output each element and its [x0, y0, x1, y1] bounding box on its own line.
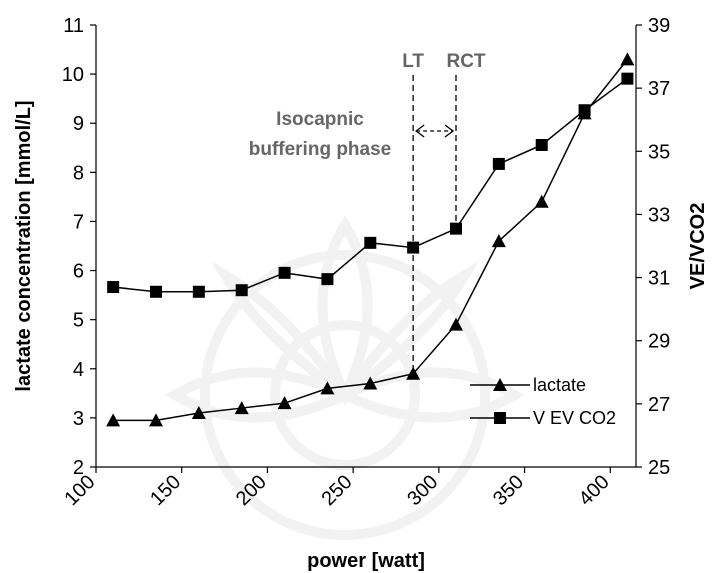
lactate-point — [149, 413, 163, 427]
legend-square-icon — [494, 412, 506, 424]
y-right-tick-label: 39 — [648, 15, 670, 37]
x-axis-title: power [watt] — [307, 550, 425, 572]
y-right-tick-label: 33 — [648, 204, 670, 226]
x-tick-label: 150 — [146, 471, 185, 510]
y-left-tick-label: 4 — [73, 359, 84, 381]
lactate-point — [106, 413, 121, 427]
y-right-tick-label: 29 — [648, 331, 670, 353]
series-lactate — [106, 52, 635, 427]
arrow-head-right-icon — [444, 124, 455, 138]
legend-vevco2-label: V EV CO2 — [533, 408, 616, 428]
lactate-point — [277, 396, 292, 410]
legend-triangle-icon — [493, 378, 507, 391]
lt-label: LT — [402, 51, 424, 72]
y-right-tick-label: 31 — [648, 268, 670, 290]
phase-label-line1: Isocapnic — [276, 109, 364, 130]
lactate-point — [406, 366, 421, 380]
vevco2-point — [621, 72, 634, 85]
y-left-tick-label: 10 — [62, 64, 84, 86]
y-right-ticks: 25 27 29 31 33 35 37 39 — [636, 15, 670, 479]
lactate-point — [449, 317, 463, 331]
y-left-tick-label: 3 — [73, 408, 84, 430]
phase-label-line2: buffering phase — [249, 139, 392, 160]
legend-lactate-label: lactate — [533, 375, 586, 395]
y-right-tick-label: 37 — [648, 78, 670, 100]
y-left-tick-label: 9 — [73, 113, 84, 135]
lactate-point — [191, 405, 206, 419]
lactate-point — [363, 376, 378, 390]
vevco2-point — [364, 236, 377, 249]
vevco2-point — [278, 266, 291, 279]
y-right-tick-label: 27 — [648, 394, 670, 416]
vevco2-point — [450, 222, 462, 235]
x-tick-label: 250 — [318, 471, 357, 510]
x-tick-label: 350 — [489, 471, 528, 510]
vevco2-point — [492, 157, 505, 170]
threshold-annotations: LT RCT Isocapnic buffering phase — [249, 51, 486, 374]
lactate-point — [534, 194, 549, 208]
x-ticks: 100 150 200 250 300 350 400 — [60, 467, 614, 510]
vevco2-point — [107, 281, 120, 294]
plot-area — [95, 25, 637, 468]
y-left-tick-label: 8 — [73, 162, 84, 184]
vevco2-point — [321, 273, 334, 286]
vevco2-point — [235, 284, 248, 297]
y-right-tick-label: 25 — [648, 457, 670, 479]
y-left-ticks: 2 3 4 5 6 7 8 9 10 11 — [62, 15, 96, 479]
x-tick-label: 400 — [575, 471, 614, 510]
lactate-point — [620, 52, 635, 66]
y-left-tick-label: 2 — [73, 457, 84, 479]
y-left-axis-title: lactate concentration [mmol/L] — [13, 100, 35, 391]
vevco2-point — [578, 104, 591, 117]
series-vevco2 — [107, 72, 634, 298]
y-right-tick-label: 35 — [648, 141, 670, 163]
lactate-point — [491, 234, 506, 248]
lactate-point — [234, 401, 249, 415]
vevco2-point — [192, 285, 205, 298]
watermark-ornament — [165, 215, 525, 540]
legend: lactate V EV CO2 — [470, 375, 616, 428]
y-left-tick-label: 11 — [63, 15, 84, 37]
y-right-axis-title: VE/VCO2 — [687, 203, 709, 290]
vevco2-point — [150, 285, 162, 298]
vevco2-point — [407, 241, 420, 254]
y-left-tick-label: 7 — [73, 211, 84, 233]
y-left-tick-label: 6 — [73, 261, 84, 283]
arrow-head-left-icon — [415, 124, 425, 138]
rct-label: RCT — [446, 51, 485, 72]
vevco2-point — [535, 138, 548, 151]
lactate-point — [320, 381, 335, 395]
y-left-tick-label: 5 — [73, 310, 84, 332]
